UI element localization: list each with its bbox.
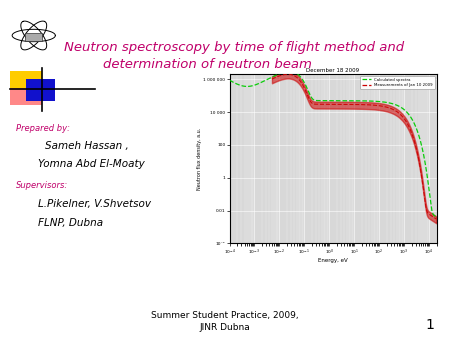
- Line: Calculated spectra: Calculated spectra: [230, 71, 436, 217]
- Text: determination of neutron beam: determination of neutron beam: [103, 58, 311, 71]
- Line: Measurements of Jan 10 2009: Measurements of Jan 10 2009: [272, 74, 436, 219]
- Bar: [10, 71, 42, 88]
- Bar: [10, 88, 42, 105]
- Bar: [25, 33, 42, 41]
- Text: Yomna Abd El-Moaty: Yomna Abd El-Moaty: [38, 159, 145, 169]
- Calculated spectra: [322, 99, 328, 103]
- Text: Supervisors:: Supervisors:: [16, 182, 68, 190]
- Calculated spectra: [287, 69, 292, 73]
- Measurements of Jan 10 2009: [285, 72, 291, 76]
- Text: FLNP, Dubna: FLNP, Dubna: [38, 218, 104, 228]
- Text: JINR Dubna: JINR Dubna: [200, 323, 250, 332]
- Legend: Calculated spectra, Measurements of Jan 10 2009: Calculated spectra, Measurements of Jan …: [360, 76, 435, 89]
- Measurements of Jan 10 2009: [434, 217, 439, 221]
- Calculated spectra: [428, 200, 433, 204]
- Text: L.Pikelner, V.Shvetsov: L.Pikelner, V.Shvetsov: [38, 199, 151, 210]
- Calculated spectra: [328, 99, 333, 103]
- Calculated spectra: [428, 199, 433, 203]
- Y-axis label: Neutron flux density, a.u.: Neutron flux density, a.u.: [197, 128, 202, 190]
- Measurements of Jan 10 2009: [431, 215, 436, 219]
- Calculated spectra: [434, 215, 439, 219]
- Text: Prepared by:: Prepared by:: [16, 124, 70, 133]
- Title: December 18 2009: December 18 2009: [306, 68, 360, 73]
- Measurements of Jan 10 2009: [269, 77, 274, 81]
- X-axis label: Energy, eV: Energy, eV: [318, 258, 348, 263]
- Text: 1: 1: [425, 318, 434, 332]
- Measurements of Jan 10 2009: [350, 102, 356, 106]
- Calculated spectra: [237, 83, 243, 87]
- Measurements of Jan 10 2009: [324, 102, 329, 106]
- Measurements of Jan 10 2009: [421, 190, 427, 194]
- Text: Neutron spectroscopy by time of flight method and: Neutron spectroscopy by time of flight m…: [64, 41, 404, 54]
- Measurements of Jan 10 2009: [279, 73, 284, 77]
- Text: Sameh Hassan ,: Sameh Hassan ,: [45, 141, 129, 151]
- Calculated spectra: [227, 78, 232, 82]
- Measurements of Jan 10 2009: [347, 102, 352, 106]
- Text: Summer Student Practice, 2009,: Summer Student Practice, 2009,: [151, 311, 299, 319]
- Calculated spectra: [390, 102, 395, 106]
- Bar: [26, 79, 55, 101]
